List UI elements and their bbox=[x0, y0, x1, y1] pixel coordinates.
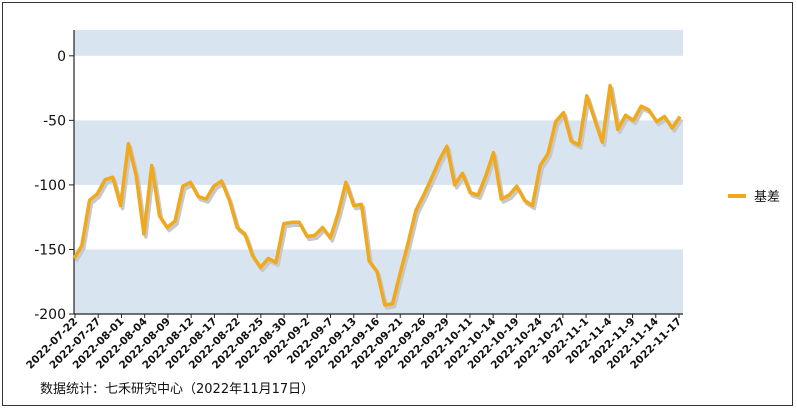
source-note: 数据统计：七禾研究中心（2022年11月17日） bbox=[40, 382, 314, 397]
y-tick-label: 0 bbox=[57, 49, 66, 65]
y-tick-label: -200 bbox=[34, 307, 66, 323]
grid-band bbox=[74, 30, 683, 56]
axes bbox=[69, 30, 683, 318]
legend-label-jicha: 基差 bbox=[754, 190, 780, 205]
series-lines bbox=[72, 83, 684, 310]
grid-band bbox=[74, 120, 683, 185]
y-tick-label: -100 bbox=[34, 178, 66, 194]
series-line-jicha bbox=[72, 83, 682, 307]
x-tick-labels: 2022-07-222022-07-272022-08-012022-08-04… bbox=[24, 316, 684, 372]
y-tick-labels: 0 -50 -100 -150 -200 bbox=[34, 49, 66, 323]
y-tick-label: -150 bbox=[34, 242, 66, 258]
legend: 基差 bbox=[728, 190, 780, 205]
y-tick-label: -50 bbox=[43, 113, 66, 129]
chart-frame bbox=[2, 2, 793, 406]
background-bands bbox=[74, 30, 683, 314]
